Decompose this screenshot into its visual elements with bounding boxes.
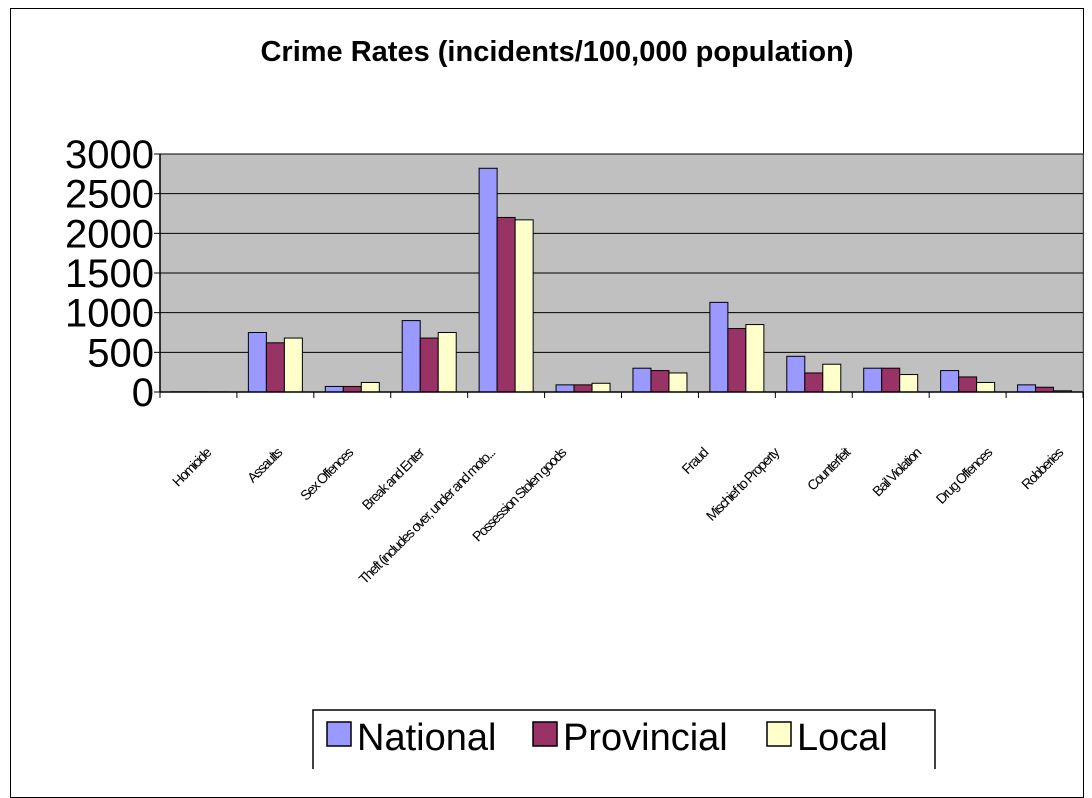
bar-national bbox=[787, 356, 805, 392]
bar-provincial bbox=[420, 338, 438, 392]
x-tick-label: Fraud bbox=[678, 444, 711, 477]
bar-local bbox=[977, 382, 995, 392]
x-tick-label: Counterfeit bbox=[804, 444, 854, 494]
bar-national bbox=[1018, 385, 1036, 392]
x-tick-label: Robberies bbox=[1018, 444, 1067, 493]
bar-local bbox=[515, 220, 533, 392]
bar-national bbox=[556, 385, 574, 392]
bar-national bbox=[325, 386, 343, 392]
legend-label-provincial: Provincial bbox=[563, 717, 728, 759]
legend-label-local: Local bbox=[797, 717, 888, 759]
y-tick-label: 2500 bbox=[65, 173, 154, 217]
chart-title: Crime Rates (incidents/100,000 populatio… bbox=[260, 36, 853, 68]
bar-provincial bbox=[959, 377, 977, 392]
bar-national bbox=[710, 302, 728, 392]
x-tick-label: Bail Violation bbox=[869, 444, 924, 499]
bar-provincial bbox=[805, 373, 823, 392]
bar-provincial bbox=[266, 343, 284, 392]
bar-local bbox=[900, 375, 918, 392]
bar-local bbox=[669, 373, 687, 392]
plot-area bbox=[160, 154, 1083, 392]
y-tick-label: 1500 bbox=[65, 252, 154, 296]
bar-provincial bbox=[343, 386, 361, 392]
x-tick-label: Homicide bbox=[169, 444, 215, 490]
y-tick-label: 1000 bbox=[65, 292, 154, 336]
bar-local bbox=[438, 333, 456, 393]
bar-provincial bbox=[497, 217, 515, 392]
bar-provincial bbox=[574, 385, 592, 392]
bar-national bbox=[633, 368, 651, 392]
y-tick-label: 2000 bbox=[65, 212, 154, 256]
bar-local bbox=[592, 383, 610, 392]
y-tick-label: 0 bbox=[132, 371, 154, 415]
bar-provincial bbox=[651, 371, 669, 392]
legend-swatch-national bbox=[327, 722, 351, 746]
bar-national bbox=[479, 168, 497, 392]
x-tick-label: Theft (includes over, under and moto... bbox=[355, 444, 498, 587]
bar-local bbox=[361, 382, 379, 392]
y-tick-label: 3000 bbox=[65, 133, 154, 177]
bar-chart: Crime Rates (incidents/100,000 populatio… bbox=[0, 0, 1092, 769]
legend: National Provincial Local bbox=[313, 710, 935, 769]
bar-national bbox=[248, 333, 266, 393]
bar-local bbox=[823, 364, 841, 392]
bar-national bbox=[402, 321, 420, 392]
x-tick-label: Assaults bbox=[244, 444, 286, 486]
bar-local bbox=[284, 338, 302, 392]
legend-swatch-provincial bbox=[533, 722, 557, 746]
bar-national bbox=[864, 368, 882, 392]
legend-swatch-local bbox=[767, 722, 791, 746]
bar-provincial bbox=[728, 329, 746, 392]
x-tick-label: Drug Offences bbox=[933, 444, 996, 507]
legend-label-national: National bbox=[357, 717, 496, 759]
bar-local bbox=[746, 325, 764, 392]
x-tick-label: Sex Offences bbox=[297, 444, 357, 504]
bar-provincial bbox=[882, 368, 900, 392]
bar-national bbox=[941, 371, 959, 392]
x-tick-label: Break and Enter bbox=[359, 444, 428, 513]
x-tick-label: Mischief to Property bbox=[703, 444, 783, 524]
y-tick-label: 500 bbox=[87, 331, 154, 375]
